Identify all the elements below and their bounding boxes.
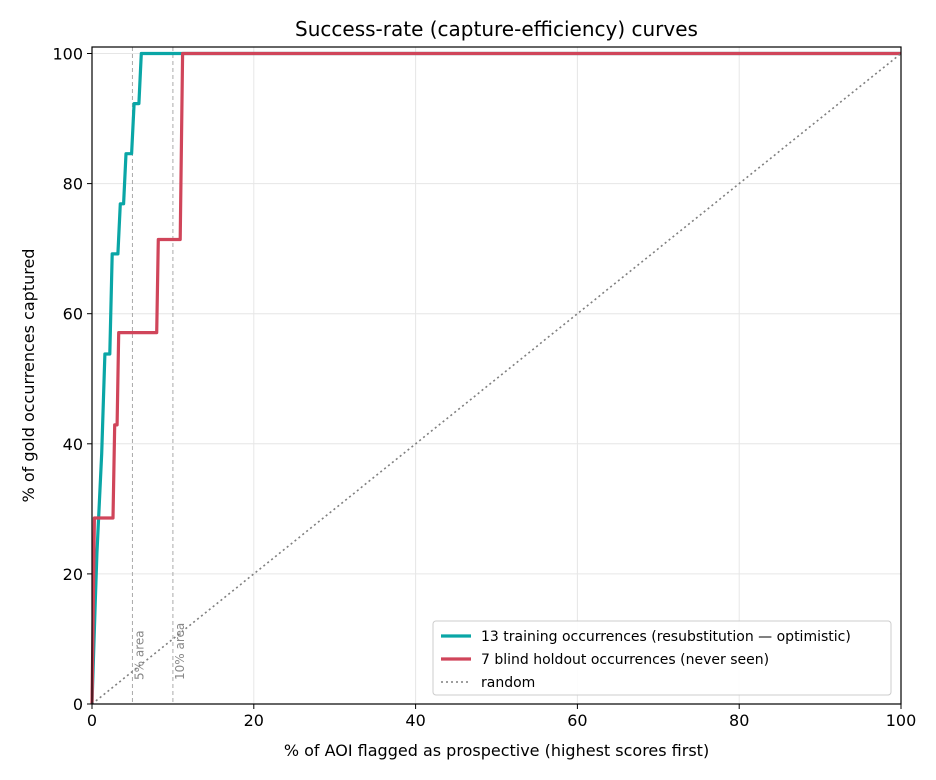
y-axis-title: % of gold occurrences captured (19, 249, 38, 503)
y-tick-label: 0 (73, 695, 83, 714)
x-axis-title: % of AOI flagged as prospective (highest… (284, 741, 709, 760)
axis-ticks: 0 20 40 60 80 100 0 20 40 60 80 100 (52, 45, 916, 730)
series-line (91, 52, 902, 705)
x-tick-label: 80 (729, 711, 749, 730)
y-tick-label: 60 (63, 305, 83, 324)
legend-label: random (481, 675, 535, 691)
legend-label: 7 blind holdout occurrences (never seen) (481, 652, 769, 668)
series-line (90, 51, 901, 705)
reference-lines: 5% area 10% area (131, 47, 187, 704)
x-tick-label: 60 (567, 711, 587, 730)
x-tick-label: 20 (244, 711, 264, 730)
x-tick-label: 0 (87, 711, 97, 730)
x-tick-label: 40 (405, 711, 425, 730)
reference-line-label: 5% area (132, 630, 146, 680)
series-line (90, 51, 901, 705)
y-tick-label: 20 (63, 565, 83, 584)
legend: 13 training occurrences (resubstitution … (432, 620, 892, 696)
y-tick-label: 100 (52, 45, 83, 64)
grid (91, 47, 902, 705)
legend-label: 13 training occurrences (resubstitution … (481, 629, 851, 645)
plot-frame (91, 46, 902, 705)
legend-box (432, 620, 892, 696)
chart-title: Success-rate (capture-efficiency) curves (295, 17, 698, 41)
reference-line-label: 10% area (173, 623, 187, 680)
x-tick-label: 100 (886, 711, 917, 730)
series-lines (90, 51, 902, 705)
y-tick-label: 40 (63, 435, 83, 454)
y-tick-label: 80 (63, 175, 83, 194)
